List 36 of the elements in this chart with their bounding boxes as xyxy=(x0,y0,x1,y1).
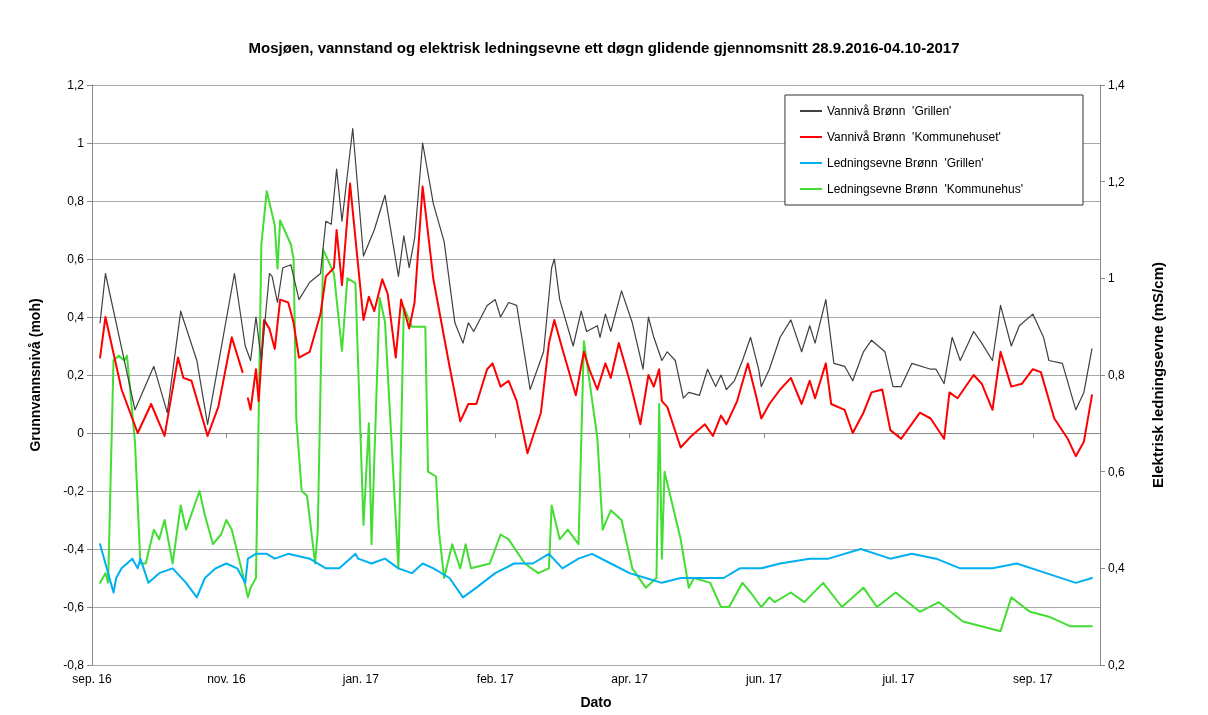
x-tick-label: jun. 17 xyxy=(744,672,783,686)
line-series xyxy=(99,127,1093,425)
legend-label: Vannivå Brønn 'Kommunehuset' xyxy=(826,130,1001,144)
y2-axis-title: Elektrisk ledningsevne (mS/cm) xyxy=(1149,262,1166,488)
line-series xyxy=(99,543,1093,599)
y-axis-title: Grunnvannsnivå (moh) xyxy=(27,298,43,452)
y-tick-label: -0,8 xyxy=(63,658,85,672)
y-tick-label: 0,6 xyxy=(67,252,85,266)
chart-title: Mosjøen, vannstand og elektrisk ledningsevne ett døgn glidende gjennomsnitt 28.9.2016-04.10-2017 xyxy=(248,39,960,56)
y2-tick-label: 1 xyxy=(1108,271,1115,286)
y2-tick-label: 0,6 xyxy=(1108,464,1126,479)
y-tick-label: -0,4 xyxy=(63,542,85,556)
y2-tick-label: 0,8 xyxy=(1108,368,1126,382)
y2-tick-label: 0,4 xyxy=(1108,561,1126,576)
y-tick-label: 1,2 xyxy=(67,78,85,92)
y-tick-label: -0,6 xyxy=(63,600,85,614)
x-tick-label: apr. 17 xyxy=(611,672,649,686)
y-tick-label: 0,8 xyxy=(67,194,85,208)
x-tick-label: jan. 17 xyxy=(341,672,380,686)
x-axis-title: Dato xyxy=(580,694,612,710)
y-tick-label: 0,4 xyxy=(67,310,85,324)
y2-tick-label: 0,2 xyxy=(1108,658,1126,672)
y2-tick-label: 1,4 xyxy=(1108,78,1126,92)
y-tick-label: 1 xyxy=(77,136,85,150)
x-tick-label: feb. 17 xyxy=(476,672,514,686)
x-tick-label: jul. 17 xyxy=(881,672,915,686)
y2-tick-label: 1,2 xyxy=(1108,174,1126,189)
legend-label: Ledningsevne Brønn 'Grillen' xyxy=(826,156,984,170)
legend-label: Ledningsevne Brønn 'Kommunehus' xyxy=(826,182,1023,196)
x-tick-label: nov. 16 xyxy=(207,672,246,686)
y-tick-label: 0,2 xyxy=(67,368,85,382)
y-tick-label: -0,2 xyxy=(63,484,85,498)
x-tick-label: sep. 16 xyxy=(72,672,112,686)
x-tick-label: sep. 17 xyxy=(1013,672,1053,686)
y-tick-label: 0 xyxy=(77,426,85,440)
legend-label: Vannivå Brønn 'Grillen' xyxy=(826,104,952,118)
